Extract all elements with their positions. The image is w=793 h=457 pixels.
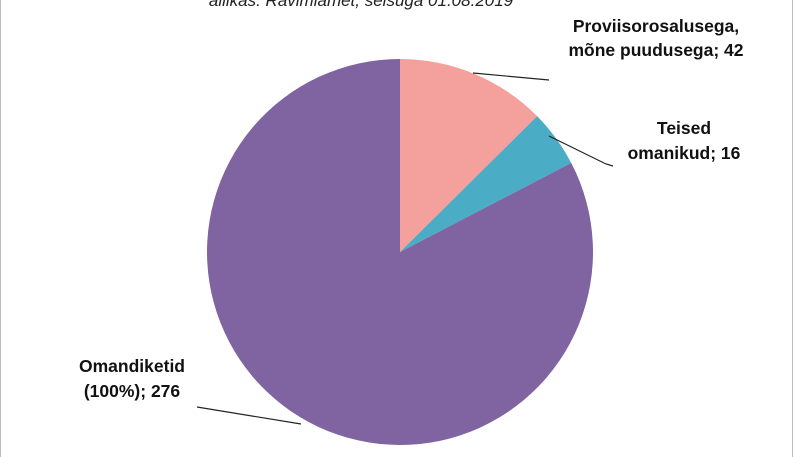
- data-label-1-line-1: Proviisorosalusega,: [573, 16, 739, 36]
- data-label-3-line-2: (100%); 276: [84, 381, 181, 401]
- data-label-1-line-2: mõne puudusega; 42: [568, 40, 743, 60]
- leader-line-1: [472, 72, 550, 81]
- pie-slice-1: [400, 59, 538, 252]
- data-label-2-line-2: omanikud; 16: [628, 143, 741, 163]
- leader-line-2: [548, 135, 614, 167]
- data-label-2: Teised omanikud; 16: [628, 118, 741, 163]
- leader-line-3: [196, 406, 302, 425]
- pie-slices: [207, 59, 594, 445]
- pie-slice-2: [400, 116, 572, 252]
- chart-subtitle: allikas: Ravimiamet, seisuga 01.08.2019: [209, 0, 514, 10]
- data-label-1: Proviisorosalusega, mõne puudusega; 42: [568, 16, 743, 60]
- data-labels: Proviisorosalusega, mõne puudusega; 42 Tei…: [79, 16, 744, 401]
- data-label-2-line-1: Teised: [657, 118, 711, 138]
- leader-lines: [196, 72, 614, 425]
- pie-slice-3: [207, 59, 594, 445]
- data-label-3: Omandiketid (100%); 276: [79, 356, 185, 401]
- data-label-3-line-1: Omandiketid: [79, 356, 185, 376]
